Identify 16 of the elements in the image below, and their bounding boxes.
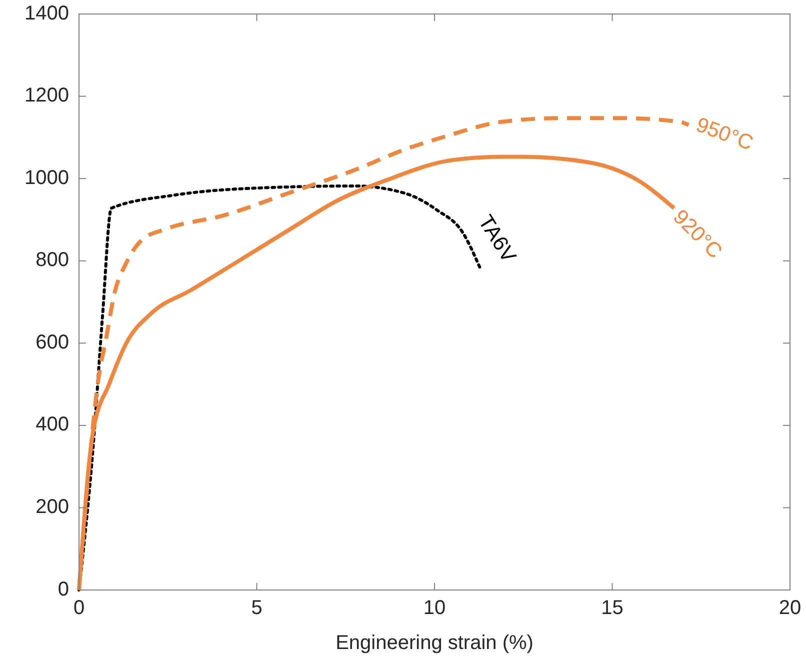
y-tick-label: 400 — [36, 414, 69, 436]
x-tick-label: 5 — [251, 597, 262, 619]
x-tick-label: 20 — [778, 597, 802, 619]
y-tick-label: 200 — [36, 496, 69, 518]
line-series — [78, 184, 482, 592]
y-tick-label: 800 — [36, 249, 69, 272]
x-axis-title: Engineering strain (%) — [336, 632, 534, 654]
x-tick-label: 0 — [73, 597, 85, 619]
y-tick-label: 1400 — [24, 2, 69, 24]
y-tick-label: 0 — [58, 578, 69, 600]
y-tick-label: 1200 — [24, 84, 69, 107]
y-tick-label: 600 — [36, 331, 69, 354]
y-tick-label: 1000 — [24, 166, 69, 189]
text: 950°C — [693, 113, 756, 156]
x-tick-label: 10 — [423, 597, 446, 619]
x-tick-label: 15 — [601, 597, 624, 619]
